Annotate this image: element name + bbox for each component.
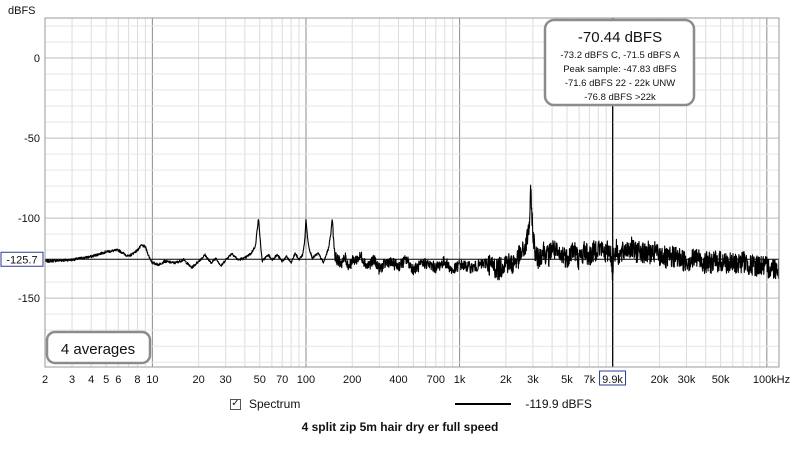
y-tick-label: -150 xyxy=(18,293,40,305)
x-tick-label: 1k xyxy=(454,374,466,386)
x-tick-label: 50 xyxy=(254,374,266,386)
plot-frame xyxy=(44,17,780,368)
x-tick-label: 3k xyxy=(527,374,539,386)
readout-line: -71.6 dBFS 22 - 22k UNW xyxy=(565,78,675,89)
legend: ✓ Spectrum -119.9 dBFS xyxy=(230,396,592,412)
y-tick-label: -100 xyxy=(18,213,40,225)
x-tick-label: 5k xyxy=(561,374,573,386)
spectrum-line xyxy=(44,184,780,281)
chart-title: 4 split zip 5m hair dry er full speed xyxy=(301,420,499,434)
x-tick-label: 3 xyxy=(69,374,75,386)
grid-lines xyxy=(44,18,779,367)
x-tick-label: 8 xyxy=(134,374,140,386)
averages-box: 4 averages xyxy=(45,330,152,365)
x-tick-label: 100kHz xyxy=(753,374,790,386)
x-tick-label: 700 xyxy=(427,374,445,386)
x-tick-label: 50k xyxy=(712,374,730,386)
y-tick-labels: 0 -50 -100 -150 xyxy=(18,53,40,305)
cursor-x-label-box xyxy=(599,370,627,386)
x-tick-label: 20 xyxy=(192,374,204,386)
x-tick-label: 30k xyxy=(678,374,696,386)
x-tick-label: 70 xyxy=(276,374,288,386)
x-tick-label: 400 xyxy=(389,374,407,386)
cursor-y-label-box xyxy=(0,251,44,267)
x-tick-label: 2k xyxy=(500,374,512,386)
legend-cursor-value: -119.9 dBFS xyxy=(525,397,592,411)
cursor-y-label: -125.7 xyxy=(6,254,37,266)
legend-series-label: Spectrum xyxy=(249,397,301,411)
x-tick-label: 200 xyxy=(343,374,361,386)
y-axis-unit-label: dBFS xyxy=(8,5,36,17)
x-tick-label: 5 xyxy=(103,374,109,386)
averages-label: 4 averages xyxy=(61,341,135,358)
readout-line: Peak sample: -47.83 dBFS xyxy=(563,64,677,75)
spectrum-checkbox[interactable]: ✓ xyxy=(230,398,241,410)
x-tick-label: 30 xyxy=(220,374,232,386)
x-tick-label: 20k xyxy=(651,374,669,386)
readout-box: -70.44 dBFS -73.2 dBFS C, -71.5 dBFS A P… xyxy=(543,18,696,107)
x-tick-labels: 2 3 4 5 6 8 10 20 30 50 70 100 200 400 700 1k 2k 3k 5k 7k 20… xyxy=(42,374,790,386)
x-tick-label: 10 xyxy=(146,374,158,386)
x-tick-label: 4 xyxy=(88,374,94,386)
spectrum-chart[interactable]: -125.7 9.9k dBFS 0 -50 -100 -150 2 3 4 5 6 8 10 20 3… xyxy=(0,0,800,395)
y-tick-label: -50 xyxy=(24,133,40,145)
y-tick-label: 0 xyxy=(34,53,40,65)
x-tick-label: 7k xyxy=(584,374,596,386)
readout-line: -76.8 dBFS >22k xyxy=(584,92,656,103)
readout-line: -73.2 dBFS C, -71.5 dBFS A xyxy=(560,50,680,61)
x-tick-label: 2 xyxy=(42,374,48,386)
cursor-x-label: 9.9k xyxy=(602,374,623,386)
legend-line-swatch xyxy=(455,403,512,405)
x-tick-label: 6 xyxy=(115,374,121,386)
readout-main: -70.44 dBFS xyxy=(578,29,662,46)
spectrum-series xyxy=(44,184,780,281)
x-tick-label: 100 xyxy=(297,374,315,386)
